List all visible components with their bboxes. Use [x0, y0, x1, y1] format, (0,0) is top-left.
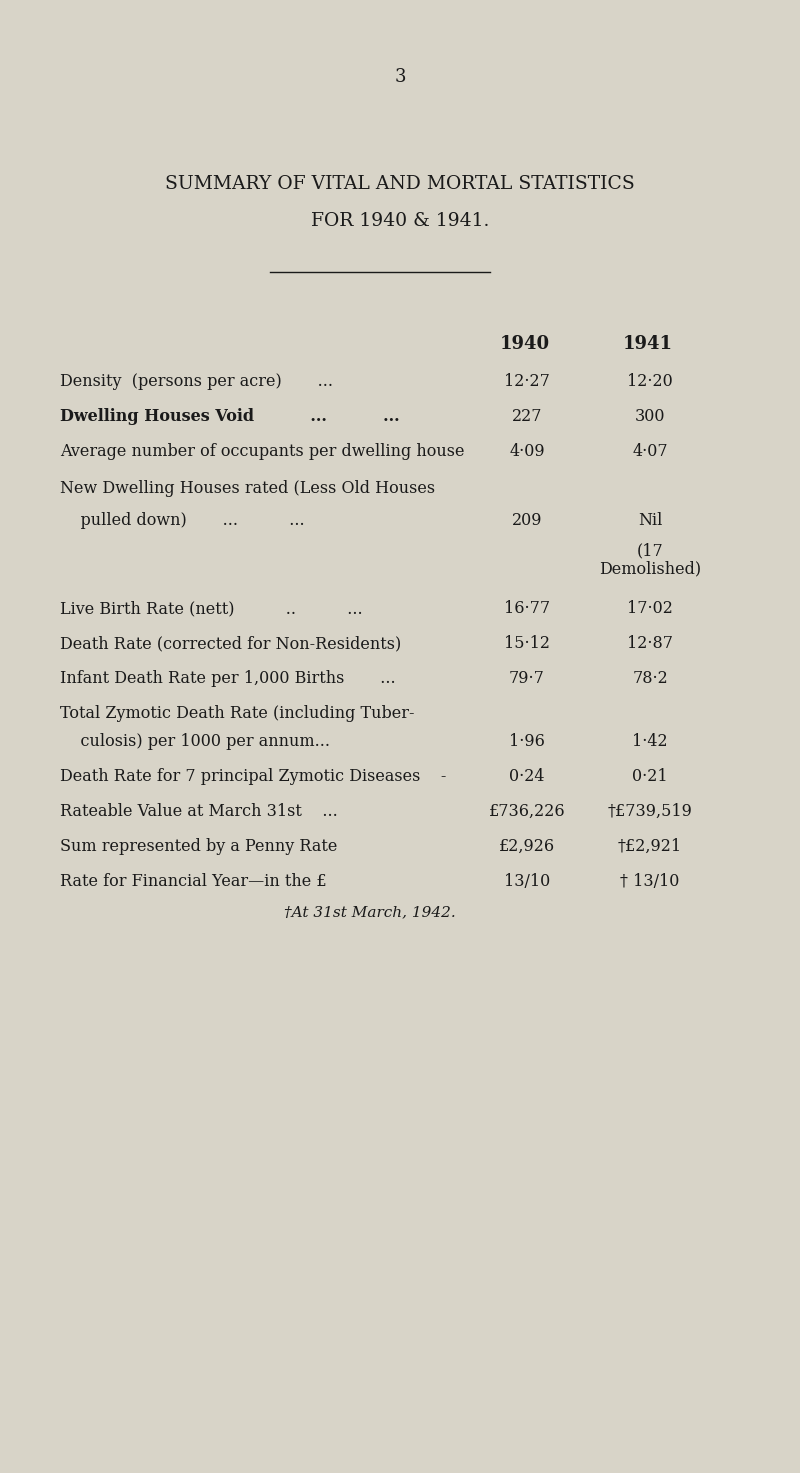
Text: †£2,921: †£2,921 [618, 838, 682, 854]
Text: 4·07: 4·07 [632, 443, 668, 460]
Text: 1940: 1940 [500, 334, 550, 354]
Text: 209: 209 [512, 513, 542, 529]
Text: Nil: Nil [638, 513, 662, 529]
Text: Death Rate for 7 principal Zymotic Diseases    -: Death Rate for 7 principal Zymotic Disea… [60, 767, 446, 785]
Text: 1·42: 1·42 [632, 734, 668, 750]
Text: Density  (persons per acre)       ...: Density (persons per acre) ... [60, 373, 333, 390]
Text: Total Zymotic Death Rate (including Tuber-: Total Zymotic Death Rate (including Tube… [60, 706, 414, 722]
Text: Infant Death Rate per 1,000 Births       ...: Infant Death Rate per 1,000 Births ... [60, 670, 396, 686]
Text: 13/10: 13/10 [504, 873, 550, 890]
Text: 12·87: 12·87 [627, 635, 673, 653]
Text: 12·20: 12·20 [627, 373, 673, 390]
Text: FOR 1940 & 1941.: FOR 1940 & 1941. [311, 212, 489, 230]
Text: 15·12: 15·12 [504, 635, 550, 653]
Text: 1·96: 1·96 [509, 734, 545, 750]
Text: 78·2: 78·2 [632, 670, 668, 686]
Text: Average number of occupants per dwelling house: Average number of occupants per dwelling… [60, 443, 465, 460]
Text: Rateable Value at March 31st    ...: Rateable Value at March 31st ... [60, 803, 338, 820]
Text: 16·77: 16·77 [504, 600, 550, 617]
Text: pulled down)       ...          ...: pulled down) ... ... [60, 513, 305, 529]
Text: † 13/10: † 13/10 [620, 873, 680, 890]
Text: 4·09: 4·09 [509, 443, 545, 460]
Text: Sum represented by a Penny Rate: Sum represented by a Penny Rate [60, 838, 338, 854]
Text: 0·21: 0·21 [632, 767, 668, 785]
Text: 79·7: 79·7 [509, 670, 545, 686]
Text: (17: (17 [637, 542, 663, 558]
Text: 12·27: 12·27 [504, 373, 550, 390]
Text: †£739,519: †£739,519 [607, 803, 693, 820]
Text: †At 31st March, 1942.: †At 31st March, 1942. [284, 904, 456, 919]
Text: 1941: 1941 [623, 334, 673, 354]
Text: New Dwelling Houses rated (Less Old Houses: New Dwelling Houses rated (Less Old Hous… [60, 480, 435, 496]
Text: 0·24: 0·24 [510, 767, 545, 785]
Text: 300: 300 [634, 408, 666, 426]
Text: culosis) per 1000 per annum...: culosis) per 1000 per annum... [60, 734, 330, 750]
Text: Death Rate (corrected for Non-Residents): Death Rate (corrected for Non-Residents) [60, 635, 402, 653]
Text: 227: 227 [512, 408, 542, 426]
Text: £736,226: £736,226 [489, 803, 566, 820]
Text: £2,926: £2,926 [499, 838, 555, 854]
Text: 17·02: 17·02 [627, 600, 673, 617]
Text: SUMMARY OF VITAL AND MORTAL STATISTICS: SUMMARY OF VITAL AND MORTAL STATISTICS [165, 175, 635, 193]
Text: Dwelling Houses Void          ...          ...: Dwelling Houses Void ... ... [60, 408, 400, 426]
Text: Demolished): Demolished) [599, 560, 701, 577]
Text: 3: 3 [394, 68, 406, 85]
Text: Rate for Financial Year—in the £: Rate for Financial Year—in the £ [60, 873, 326, 890]
Text: Live Birth Rate (nett)          ..          ...: Live Birth Rate (nett) .. ... [60, 600, 362, 617]
